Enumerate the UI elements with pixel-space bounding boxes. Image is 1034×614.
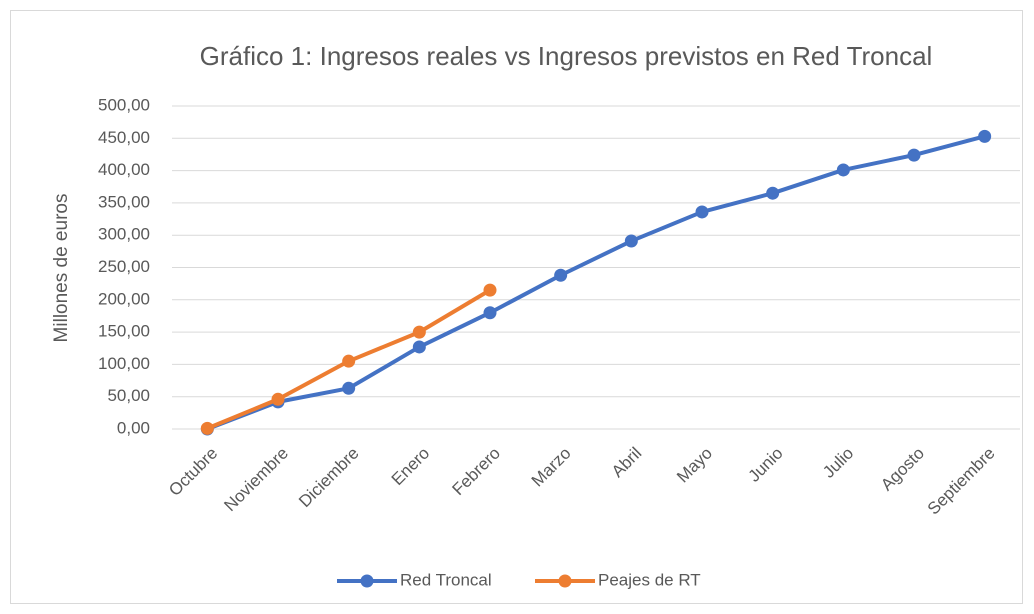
data-point (624, 234, 638, 248)
y-tick-label: 200,00 (98, 289, 150, 308)
legend-marker (360, 574, 374, 588)
y-tick-label: 50,00 (107, 386, 150, 405)
y-tick-label: 450,00 (98, 128, 150, 147)
data-point (342, 381, 356, 395)
data-point (483, 306, 497, 320)
y-tick-label: 350,00 (98, 192, 150, 211)
y-tick-label: 400,00 (98, 160, 150, 179)
y-tick-label: 250,00 (98, 257, 150, 276)
y-tick-label: 500,00 (98, 95, 150, 114)
data-point (200, 421, 214, 435)
data-point (695, 205, 709, 219)
data-point (978, 129, 992, 143)
legend-label: Red Troncal (400, 570, 492, 589)
y-tick-label: 150,00 (98, 322, 150, 341)
data-point (554, 268, 568, 282)
data-point (766, 186, 780, 200)
legend-label: Peajes de RT (598, 570, 701, 589)
data-point (907, 148, 921, 162)
y-axis-label: Millones de euros (51, 194, 72, 343)
y-tick-label: 100,00 (98, 354, 150, 373)
data-point (836, 163, 850, 177)
data-point (342, 354, 356, 368)
chart-title: Gráfico 1: Ingresos reales vs Ingresos p… (200, 41, 933, 71)
y-tick-label: 0,00 (117, 418, 150, 437)
series-line (206, 134, 986, 431)
legend-marker (558, 574, 572, 588)
data-point (412, 340, 426, 354)
chart-frame (10, 10, 1023, 604)
data-point (483, 283, 497, 297)
y-tick-label: 300,00 (98, 225, 150, 244)
data-point (271, 392, 285, 406)
data-point (412, 325, 426, 339)
